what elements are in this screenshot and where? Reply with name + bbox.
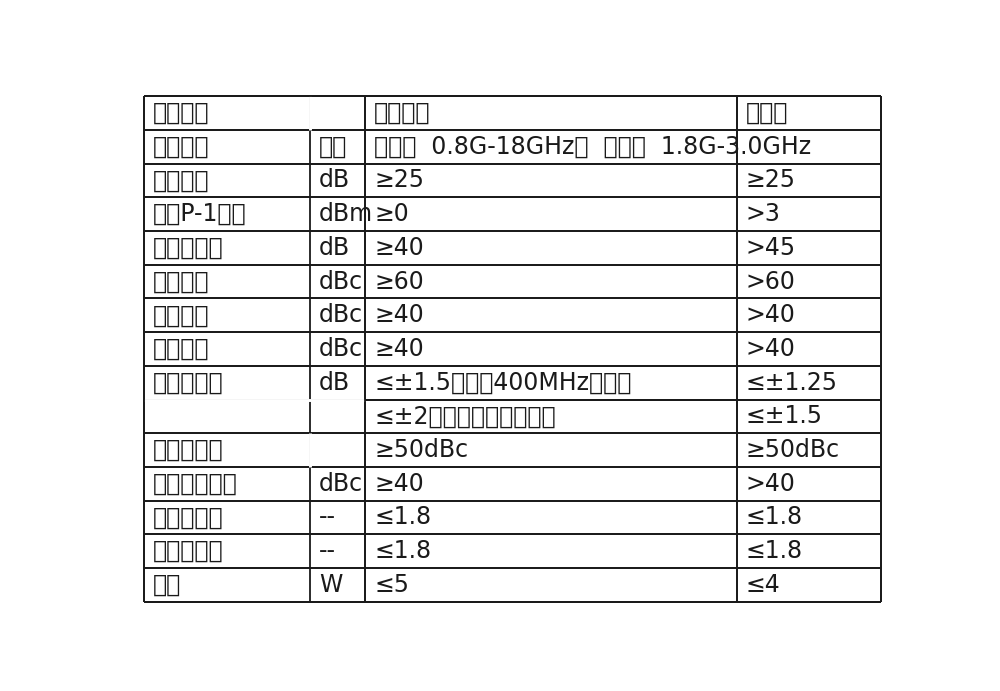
Text: ≥0: ≥0	[374, 202, 409, 226]
Text: ≥40: ≥40	[374, 236, 424, 260]
Text: dBm: dBm	[319, 202, 373, 226]
Text: >3: >3	[746, 202, 781, 226]
Text: 功耗: 功耗	[153, 573, 181, 597]
Text: 射频口驻波: 射频口驻波	[153, 505, 224, 529]
Text: ≤1.8: ≤1.8	[374, 505, 431, 529]
Text: 模块增益: 模块增益	[153, 169, 210, 193]
Text: ≤1.8: ≤1.8	[374, 539, 431, 563]
Text: >45: >45	[746, 236, 796, 260]
Text: --: --	[319, 539, 336, 563]
Text: 带内平坦度: 带内平坦度	[153, 370, 224, 395]
Text: ≥40: ≥40	[374, 337, 424, 361]
Text: 输入：  0.8G-18GHz；  输出：  1.8G-3.0GHz: 输入： 0.8G-18GHz； 输出： 1.8G-3.0GHz	[374, 135, 811, 159]
Text: ≤±1.5（任意400MHz带内）: ≤±1.5（任意400MHz带内）	[374, 370, 631, 395]
Text: W: W	[319, 573, 342, 597]
Text: ≤5: ≤5	[374, 573, 409, 597]
Text: 交调抑制：: 交调抑制：	[153, 438, 224, 462]
Text: ≤±1.5: ≤±1.5	[746, 404, 823, 428]
Text: dBc: dBc	[319, 337, 363, 361]
Text: ≤1.8: ≤1.8	[746, 539, 803, 563]
Text: 测试名称: 测试名称	[153, 135, 210, 159]
Text: 实测值: 实测值	[746, 101, 788, 125]
Text: 输出P-1功率: 输出P-1功率	[153, 202, 247, 226]
Text: ≥50dBc: ≥50dBc	[374, 438, 468, 462]
Text: 杂波抑制: 杂波抑制	[153, 269, 210, 294]
Text: >40: >40	[746, 303, 796, 328]
Text: 镜像抑制: 镜像抑制	[153, 337, 210, 361]
Text: ≥25: ≥25	[374, 169, 424, 193]
Text: --: --	[319, 505, 336, 529]
Text: >40: >40	[746, 472, 796, 495]
Text: >40: >40	[746, 337, 796, 361]
Text: 谐波抑制: 谐波抑制	[153, 303, 210, 328]
Text: ≥50dBc: ≥50dBc	[746, 438, 840, 462]
Text: dBc: dBc	[319, 269, 363, 294]
Text: 单位: 单位	[319, 135, 347, 159]
Text: >60: >60	[746, 269, 796, 294]
Text: ≤1.8: ≤1.8	[746, 505, 803, 529]
Text: 指标要求: 指标要求	[374, 101, 431, 125]
Text: 通道间隔离度: 通道间隔离度	[153, 472, 238, 495]
Text: 测试项目: 测试项目	[153, 101, 210, 125]
Text: ≤±1.25: ≤±1.25	[746, 370, 838, 395]
Text: dB: dB	[319, 169, 350, 193]
Text: 无杂散动态: 无杂散动态	[153, 236, 224, 260]
Text: dBc: dBc	[319, 472, 363, 495]
Text: dBc: dBc	[319, 303, 363, 328]
Text: dB: dB	[319, 370, 350, 395]
Text: ≤±2（整个工作频带内）: ≤±2（整个工作频带内）	[374, 404, 556, 428]
Text: ≥25: ≥25	[746, 169, 796, 193]
Text: dB: dB	[319, 236, 350, 260]
Text: 中频口驻波: 中频口驻波	[153, 539, 224, 563]
Text: ≥40: ≥40	[374, 472, 424, 495]
Text: ≥40: ≥40	[374, 303, 424, 328]
Text: ≥60: ≥60	[374, 269, 424, 294]
Text: ≤4: ≤4	[746, 573, 781, 597]
